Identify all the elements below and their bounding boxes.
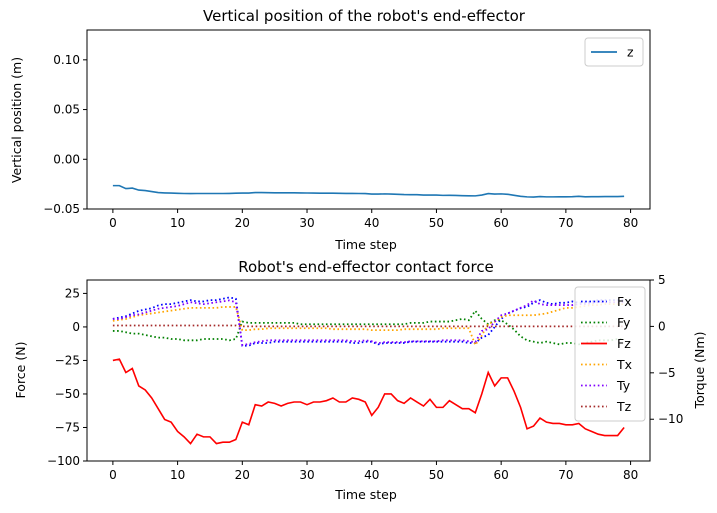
series-ty-line bbox=[112, 299, 625, 346]
legend-label-tz: Tz bbox=[616, 399, 632, 414]
y-tick-label: −25 bbox=[55, 353, 80, 367]
chart2-title: Robot's end-effector contact force bbox=[238, 258, 494, 276]
x-tick-label: 80 bbox=[623, 216, 638, 230]
legend-label-fy: Fy bbox=[617, 315, 631, 330]
y2-tick-label: 0 bbox=[658, 319, 666, 333]
legend-label-fz: Fz bbox=[617, 336, 631, 351]
x-tick-label: 0 bbox=[109, 468, 117, 482]
y-tick-label: 0 bbox=[72, 320, 80, 334]
series-z-line bbox=[112, 184, 625, 198]
legend-label-fx: Fx bbox=[617, 294, 632, 309]
chart2-ylabel: Force (N) bbox=[13, 342, 28, 399]
chart2-y2label: Torque (Nm) bbox=[692, 332, 707, 410]
chart2-xlabel: Time step bbox=[334, 487, 397, 502]
legend-label-ty: Ty bbox=[616, 378, 631, 393]
series-tz-line bbox=[112, 324, 625, 328]
x-tick-label: 10 bbox=[170, 468, 185, 482]
y-tick-label: −50 bbox=[55, 387, 80, 401]
chart1-xlabel: Time step bbox=[334, 237, 397, 252]
chart1-legend: z bbox=[584, 37, 644, 67]
x-tick-label: 70 bbox=[558, 216, 573, 230]
x-tick-label: 80 bbox=[623, 468, 638, 482]
x-tick-label: 40 bbox=[364, 216, 379, 230]
series-fz-line bbox=[112, 358, 625, 445]
chart2-legend: Fx Fy Fz Tx Ty Tz bbox=[574, 286, 646, 422]
y2-tick-label: −5 bbox=[658, 366, 676, 380]
x-tick-label: 30 bbox=[299, 216, 314, 230]
x-tick-label: 20 bbox=[235, 216, 250, 230]
x-tick-label: 60 bbox=[494, 216, 509, 230]
legend-frame bbox=[574, 286, 646, 422]
y2-tick-label: 5 bbox=[658, 273, 666, 287]
x-tick-label: 0 bbox=[109, 216, 117, 230]
x-tick-label: 50 bbox=[429, 216, 444, 230]
legend-label-z: z bbox=[627, 45, 634, 60]
y-tick-label: −0.05 bbox=[43, 202, 80, 216]
chart1-ylabel: Vertical position (m) bbox=[9, 57, 24, 183]
chart1-plot-frame bbox=[86, 29, 651, 210]
y-tick-label: −75 bbox=[55, 420, 80, 434]
y2-tick-label: −10 bbox=[658, 412, 683, 426]
position-chart: Vertical position of the robot's end-eff… bbox=[9, 7, 651, 252]
x-tick-label: 60 bbox=[494, 468, 509, 482]
x-tick-label: 50 bbox=[429, 468, 444, 482]
series-tx-line bbox=[112, 303, 625, 347]
y-tick-label: 25 bbox=[65, 286, 80, 300]
series-fy-line bbox=[112, 309, 625, 346]
x-tick-label: 30 bbox=[299, 468, 314, 482]
force-chart: Robot's end-effector contact force 0 10 20… bbox=[13, 258, 707, 502]
x-tick-label: 70 bbox=[558, 468, 573, 482]
y-tick-label: 0.05 bbox=[53, 103, 80, 117]
x-tick-label: 10 bbox=[170, 216, 185, 230]
chart2-plot-frame bbox=[86, 279, 651, 462]
legend-label-tx: Tx bbox=[616, 357, 632, 372]
y-tick-label: 0.00 bbox=[53, 152, 80, 166]
y-tick-label: 0.10 bbox=[53, 53, 80, 67]
x-tick-label: 40 bbox=[364, 468, 379, 482]
x-tick-label: 20 bbox=[235, 468, 250, 482]
y-tick-label: −100 bbox=[47, 454, 80, 468]
chart1-title: Vertical position of the robot's end-eff… bbox=[203, 7, 526, 25]
